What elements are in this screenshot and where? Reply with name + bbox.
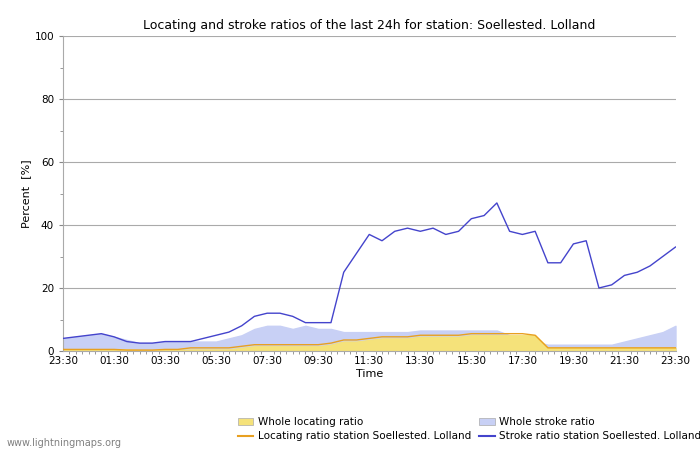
X-axis label: Time: Time [356,369,383,378]
Text: www.lightningmaps.org: www.lightningmaps.org [7,438,122,448]
Legend: Whole locating ratio, Locating ratio station Soellested. Lolland, Whole stroke r: Whole locating ratio, Locating ratio sta… [234,413,700,446]
Y-axis label: Percent  [%]: Percent [%] [22,159,32,228]
Title: Locating and stroke ratios of the last 24h for station: Soellested. Lolland: Locating and stroke ratios of the last 2… [143,19,596,32]
